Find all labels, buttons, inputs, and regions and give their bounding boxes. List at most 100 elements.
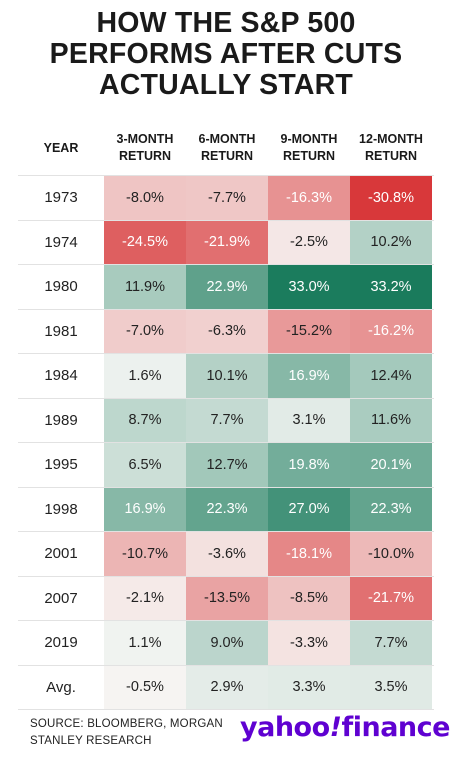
return-cell-3-month: 1.1% <box>104 621 186 665</box>
table-row: Avg. -0.5% 2.9% 3.3% 3.5% <box>18 664 434 709</box>
return-cell-6-month: -13.5% <box>186 576 268 620</box>
year-cell: 1989 <box>44 411 78 429</box>
return-cell-9-month: 33.0% <box>268 265 350 309</box>
return-cell-12-month: -21.7% <box>350 576 432 620</box>
yahoo-finance-logo: yahoo!finance <box>240 712 450 743</box>
return-cell-9-month: 3.3% <box>268 665 350 709</box>
return-cell-12-month: 22.3% <box>350 487 432 531</box>
return-cell-6-month: -6.3% <box>186 309 268 353</box>
table-row: 1973 -8.0% -7.7% -16.3% -30.8% <box>18 175 434 220</box>
header-6-month-line-2: RETURN <box>200 149 254 163</box>
return-cell-12-month: 7.7% <box>350 621 432 665</box>
return-cell-3-month: -8.0% <box>104 176 186 220</box>
source-line-1: SOURCE: BLOOMBERG, MORGAN <box>30 718 223 730</box>
return-cell-12-month: -16.2% <box>350 309 432 353</box>
title-line-3: ACTUALLY START <box>98 69 354 101</box>
table-bottom-divider <box>18 709 434 710</box>
return-cell-3-month: 6.5% <box>104 443 186 487</box>
year-cell: 1984 <box>44 367 78 385</box>
year-cell: 2001 <box>44 545 78 563</box>
return-cell-3-month: 16.9% <box>104 487 186 531</box>
title-line-2: PERFORMS AFTER CUTS <box>49 38 403 70</box>
table-row: 1998 16.9% 22.3% 27.0% 22.3% <box>18 486 434 531</box>
header-3-month-line-2: RETURN <box>118 149 172 163</box>
header-9-month-line-1: 9-MONTH <box>280 132 338 146</box>
header-9-month: 9-MONTH RETURN <box>268 131 350 165</box>
header-3-month-line-1: 3-MONTH <box>116 132 174 146</box>
year-cell: 2019 <box>44 634 78 652</box>
return-cell-9-month: 27.0% <box>268 487 350 531</box>
return-cell-6-month: 10.1% <box>186 354 268 398</box>
source-line-2: STANLEY RESEARCH <box>30 735 152 747</box>
return-cell-9-month: 16.9% <box>268 354 350 398</box>
header-year: YEAR <box>43 141 79 155</box>
return-cell-9-month: -18.1% <box>268 532 350 576</box>
year-cell: 1974 <box>44 233 78 251</box>
table-row: 1974 -24.5% -21.9% -2.5% 10.2% <box>18 219 434 264</box>
header-3-month: 3-MONTH RETURN <box>104 131 186 165</box>
header-6-month-line-1: 6-MONTH <box>198 132 256 146</box>
table-header: YEAR 3-MONTH RETURN 6-MONTH RETURN 9-MONTH… <box>18 121 434 175</box>
return-cell-6-month: 2.9% <box>186 665 268 709</box>
return-cell-3-month: -10.7% <box>104 532 186 576</box>
return-cell-9-month: -8.5% <box>268 576 350 620</box>
year-cell: 1980 <box>44 278 78 296</box>
table-row: 2019 1.1% 9.0% -3.3% 7.7% <box>18 620 434 665</box>
table-row: 1989 8.7% 7.7% 3.1% 11.6% <box>18 397 434 442</box>
table-row: 1981 -7.0% -6.3% -15.2% -16.2% <box>18 308 434 353</box>
table-body: 1973 -8.0% -7.7% -16.3% -30.8% 1974 -24.5% -21.… <box>18 175 434 709</box>
return-cell-6-month: 22.9% <box>186 265 268 309</box>
header-12-month-line-2: RETURN <box>364 149 418 163</box>
logo-finance: finance <box>341 712 450 743</box>
return-cell-3-month: 1.6% <box>104 354 186 398</box>
return-cell-9-month: -3.3% <box>268 621 350 665</box>
return-cell-3-month: -24.5% <box>104 220 186 264</box>
return-cell-12-month: 33.2% <box>350 265 432 309</box>
header-12-month-line-1: 12-MONTH <box>359 132 423 146</box>
return-cell-3-month: -7.0% <box>104 309 186 353</box>
return-cell-6-month: 9.0% <box>186 621 268 665</box>
return-cell-12-month: -10.0% <box>350 532 432 576</box>
year-cell: 2007 <box>44 589 78 607</box>
chart-title: HOW THE S&P 500 PERFORMS AFTER CUTS ACTU… <box>0 8 452 101</box>
logo-bang: ! <box>329 712 342 743</box>
table-row: 1995 6.5% 12.7% 19.8% 20.1% <box>18 442 434 487</box>
return-cell-12-month: 11.6% <box>350 398 432 442</box>
return-cell-12-month: -30.8% <box>350 176 432 220</box>
header-9-month-line-2: RETURN <box>282 149 336 163</box>
return-cell-9-month: -15.2% <box>268 309 350 353</box>
return-cell-9-month: -16.3% <box>268 176 350 220</box>
header-12-month: 12-MONTH RETURN <box>350 131 432 165</box>
return-cell-3-month: -2.1% <box>104 576 186 620</box>
return-cell-12-month: 10.2% <box>350 220 432 264</box>
year-cell: 1981 <box>44 322 78 340</box>
return-cell-6-month: 12.7% <box>186 443 268 487</box>
return-cell-3-month: 11.9% <box>104 265 186 309</box>
returns-table: YEAR 3-MONTH RETURN 6-MONTH RETURN 9-MONTH… <box>18 121 434 710</box>
return-cell-9-month: 3.1% <box>268 398 350 442</box>
return-cell-9-month: -2.5% <box>268 220 350 264</box>
return-cell-6-month: -21.9% <box>186 220 268 264</box>
return-cell-6-month: 22.3% <box>186 487 268 531</box>
year-cell: Avg. <box>46 678 76 696</box>
return-cell-12-month: 20.1% <box>350 443 432 487</box>
return-cell-12-month: 3.5% <box>350 665 432 709</box>
table-row: 1980 11.9% 22.9% 33.0% 33.2% <box>18 264 434 309</box>
return-cell-3-month: -0.5% <box>104 665 186 709</box>
header-6-month: 6-MONTH RETURN <box>186 131 268 165</box>
title-line-1: HOW THE S&P 500 <box>96 7 356 39</box>
table-row: 2001 -10.7% -3.6% -18.1% -10.0% <box>18 531 434 576</box>
year-cell: 1995 <box>44 456 78 474</box>
logo-yahoo: yahoo <box>240 712 330 743</box>
year-cell: 1998 <box>44 500 78 518</box>
return-cell-6-month: 7.7% <box>186 398 268 442</box>
return-cell-6-month: -3.6% <box>186 532 268 576</box>
return-cell-3-month: 8.7% <box>104 398 186 442</box>
year-cell: 1973 <box>44 189 78 207</box>
table-row: 1984 1.6% 10.1% 16.9% 12.4% <box>18 353 434 398</box>
table-row: 2007 -2.1% -13.5% -8.5% -21.7% <box>18 575 434 620</box>
return-cell-6-month: -7.7% <box>186 176 268 220</box>
source-note: SOURCE: BLOOMBERG, MORGAN STANLEY RESEAR… <box>30 716 223 750</box>
return-cell-12-month: 12.4% <box>350 354 432 398</box>
return-cell-9-month: 19.8% <box>268 443 350 487</box>
